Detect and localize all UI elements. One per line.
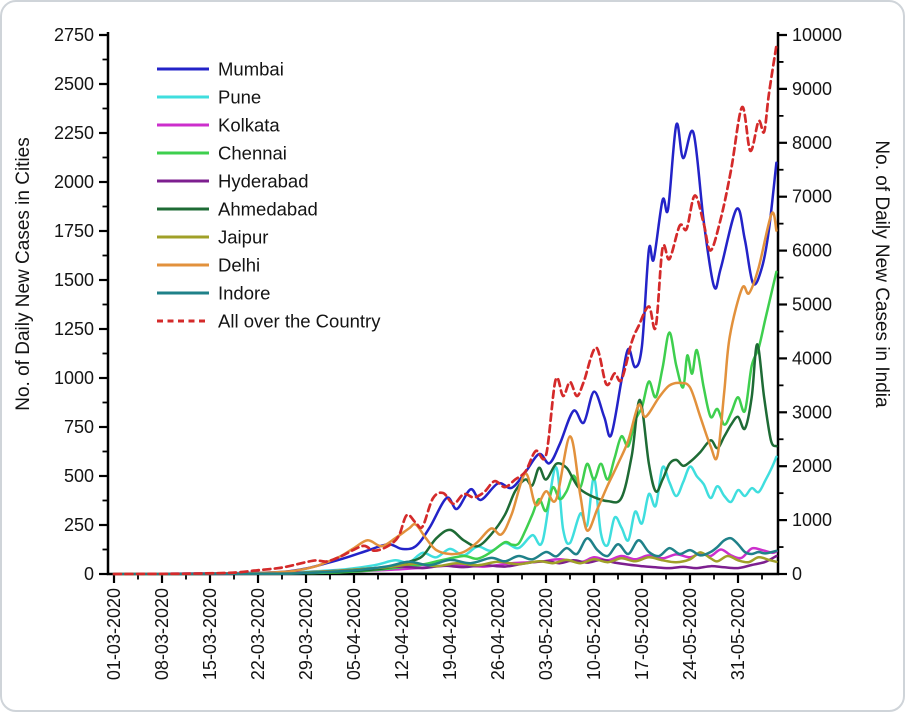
y-left-tick-label: 1250 (54, 319, 94, 339)
y-left-tick-label: 2750 (54, 25, 94, 45)
y-right-tick-label: 10000 (792, 25, 842, 45)
y-left-tick-label: 500 (64, 466, 94, 486)
legend-item-ahmedabad: Ahmedabad (157, 199, 318, 220)
x-tick-label: 26-04-2020 (488, 588, 508, 680)
series-line-chennai (112, 270, 778, 576)
x-tick-label: 15-03-2020 (200, 588, 220, 680)
legend-label-mumbai: Mumbai (218, 59, 284, 80)
series-line-ahmedabad (112, 343, 778, 576)
x-tick-label: 10-05-2020 (584, 588, 604, 680)
legend-label-chennai: Chennai (218, 143, 287, 164)
y-left-axis-title: No. of Daily New Cases in Cities (13, 137, 34, 410)
legend-label-pune: Pune (218, 87, 261, 108)
x-tick-label: 05-04-2020 (344, 588, 364, 680)
x-axis: 01-03-2020 08-03-2020 15-03-2020 22-03-2020… (104, 574, 763, 680)
series-lines (112, 44, 778, 576)
plot-spines (106, 32, 780, 576)
legend-item-jaipur: Jaipur (157, 227, 268, 248)
legend: Mumbai Pune Kolkata Chennai Hyderabad Ahmedab… (157, 59, 381, 332)
y-right-tick-label: 1000 (792, 510, 832, 530)
legend-label-indore: Indore (218, 283, 270, 304)
legend-label-delhi: Delhi (218, 255, 260, 276)
x-tick-label: 19-04-2020 (440, 588, 460, 680)
x-tick-label: 01-03-2020 (104, 588, 124, 680)
series-line-delhi (112, 211, 778, 576)
legend-item-indore: Indore (157, 283, 270, 304)
y-right-axis-title: No. of Daily New Cases in India (871, 140, 892, 408)
y-axis-left: 0 250 500 750 1000 1250 1500 1750 2000 2250 2500 27… (13, 25, 108, 584)
y-right-tick-label: 5000 (792, 295, 832, 315)
y-right-tick-label: 4000 (792, 348, 832, 368)
y-right-tick-label: 3000 (792, 402, 832, 422)
x-tick-label: 31-05-2020 (728, 588, 748, 680)
series-line-all-over-the-country (112, 44, 778, 576)
legend-item-all-over-the-country: All over the Country (157, 311, 381, 332)
y-right-tick-label: 7000 (792, 187, 832, 207)
legend-label-all-over-the-country: All over the Country (218, 311, 381, 332)
legend-item-mumbai: Mumbai (157, 59, 284, 80)
x-tick-label: 17-05-2020 (632, 588, 652, 680)
y-right-tick-label: 8000 (792, 133, 832, 153)
legend-item-chennai: Chennai (157, 143, 287, 164)
x-tick-label: 08-03-2020 (152, 588, 172, 680)
legend-item-kolkata: Kolkata (157, 115, 280, 136)
y-left-tick-label: 2500 (54, 74, 94, 94)
y-axis-right: 0 1000 2000 3000 4000 5000 6000 7000 8000 9000 100… (778, 25, 892, 584)
x-tick-label: 03-05-2020 (536, 588, 556, 680)
legend-label-jaipur: Jaipur (218, 227, 268, 248)
x-tick-label: 12-04-2020 (392, 588, 412, 680)
legend-item-delhi: Delhi (157, 255, 260, 276)
series-line-pune (112, 455, 778, 576)
x-tick-label: 29-03-2020 (296, 588, 316, 680)
y-left-tick-label: 250 (64, 515, 94, 535)
y-left-tick-label: 2000 (54, 172, 94, 192)
legend-item-pune: Pune (157, 87, 261, 108)
y-right-tick-label: 9000 (792, 79, 832, 99)
y-left-tick-label: 2250 (54, 123, 94, 143)
legend-label-hyderabad: Hyderabad (218, 171, 309, 192)
series-line-mumbai (112, 122, 778, 576)
y-left-tick-label: 1500 (54, 270, 94, 290)
legend-item-hyderabad: Hyderabad (157, 171, 309, 192)
series-line-indore (112, 536, 778, 576)
legend-label-ahmedabad: Ahmedabad (218, 199, 318, 220)
y-left-tick-label: 1000 (54, 368, 94, 388)
y-left-tick-label: 1750 (54, 221, 94, 241)
legend-label-kolkata: Kolkata (218, 115, 280, 136)
x-tick-label: 24-05-2020 (680, 588, 700, 680)
y-right-tick-label: 2000 (792, 456, 832, 476)
x-tick-label: 22-03-2020 (248, 588, 268, 680)
y-left-tick-label: 750 (64, 417, 94, 437)
y-right-tick-label: 0 (792, 564, 802, 584)
y-left-tick-label: 0 (84, 564, 94, 584)
y-right-tick-label: 6000 (792, 241, 832, 261)
